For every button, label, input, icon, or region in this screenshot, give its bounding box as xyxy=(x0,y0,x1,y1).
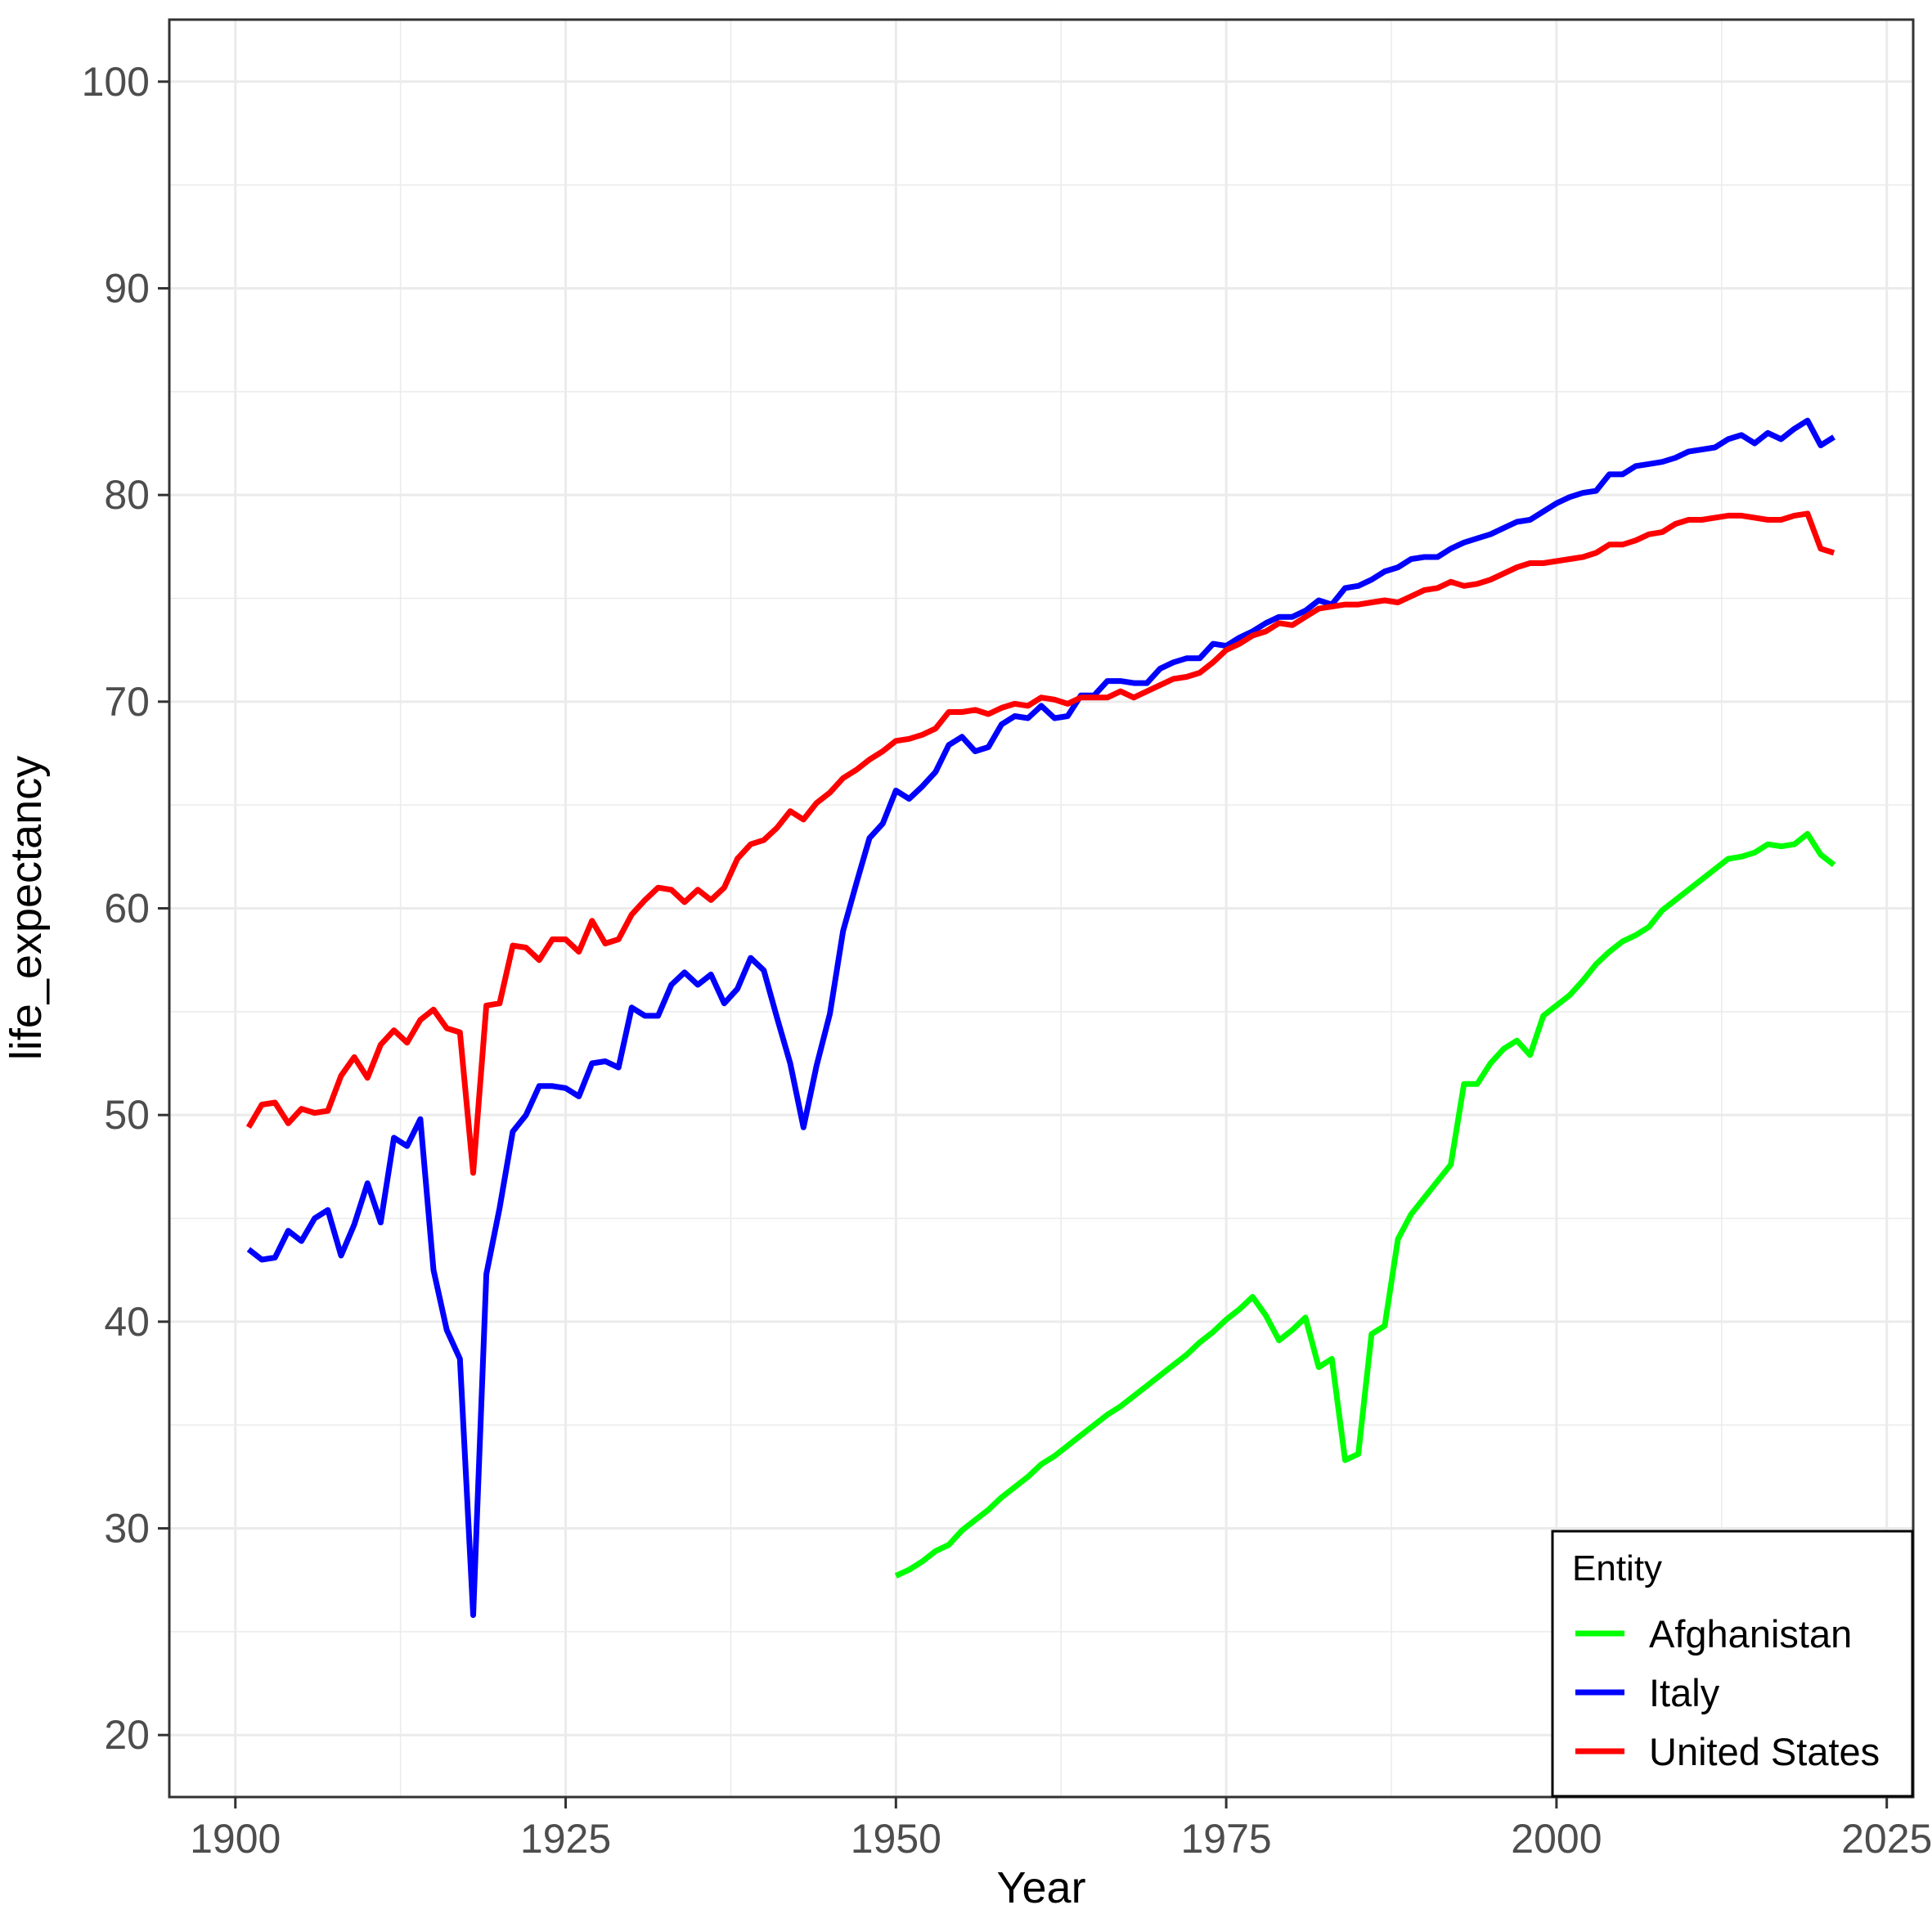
x-tick-label: 2000 xyxy=(1511,1816,1602,1862)
y-tick-label: 40 xyxy=(104,1299,150,1345)
legend: Entity Afghanistan Italy United States xyxy=(1551,1530,1914,1798)
legend-items: Afghanistan Italy United States xyxy=(1575,1612,1880,1773)
y-tick-label: 50 xyxy=(104,1092,150,1138)
y-tick-label: 30 xyxy=(104,1506,150,1552)
x-axis-title: Year xyxy=(996,1863,1085,1912)
y-tick-label: 60 xyxy=(104,886,150,932)
x-tick-label: 1900 xyxy=(190,1816,281,1862)
x-tick-label: 1925 xyxy=(520,1816,611,1862)
series-lines xyxy=(245,417,1836,1619)
x-tick-label: 2025 xyxy=(1841,1816,1932,1862)
x-tick-label: 1950 xyxy=(851,1816,941,1862)
y-axis-title: life_expectancy xyxy=(2,756,51,1060)
y-tick-label: 100 xyxy=(82,59,150,105)
series-line-afghanistan xyxy=(894,831,1836,1579)
series-line-united-states xyxy=(245,510,1835,1176)
y-tick-label: 70 xyxy=(104,679,150,725)
legend-label-italy: Italy xyxy=(1649,1671,1720,1714)
series-line-italy xyxy=(246,417,1835,1619)
x-tick-label: 1975 xyxy=(1181,1816,1272,1862)
legend-title: Entity xyxy=(1572,1548,1662,1588)
y-tick-label: 20 xyxy=(104,1712,150,1758)
legend-label-afghanistan: Afghanistan xyxy=(1649,1612,1852,1656)
y-axis: 20 30 40 50 60 70 80 90 100 xyxy=(82,59,169,1758)
y-tick-label: 80 xyxy=(104,472,150,518)
y-tick-label: 90 xyxy=(104,265,150,311)
legend-label-united-states: United States xyxy=(1649,1730,1880,1773)
x-axis: 1900 1925 1950 1975 2000 2025 xyxy=(190,1797,1932,1862)
